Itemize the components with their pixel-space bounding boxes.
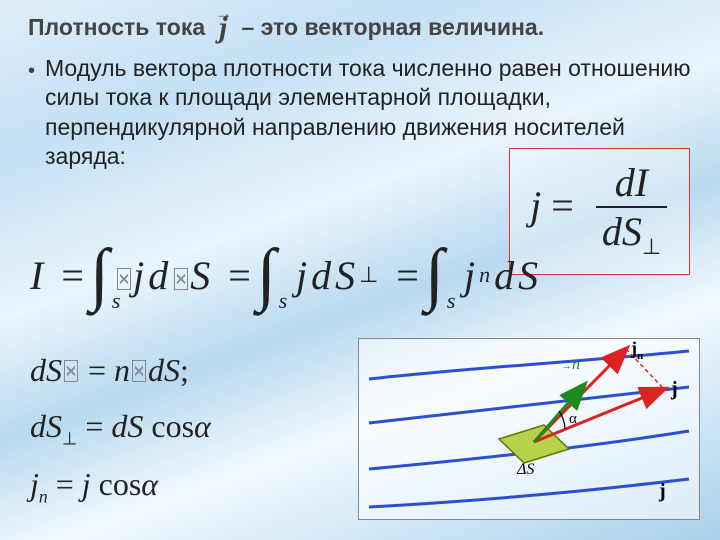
bullet-icon: • [28, 58, 35, 84]
slide: { "header": { "part1": "Плотность тока",… [0, 0, 720, 540]
heading-part1: Плотность тока [28, 14, 205, 42]
svg-text:j: j [670, 378, 678, 400]
svg-text:α: α [569, 411, 577, 427]
svg-text:jn: jn [630, 339, 643, 362]
svg-text:j: j [658, 480, 666, 502]
svg-text:ΔS: ΔS [516, 461, 534, 478]
heading-part2: – это векторная величина. [241, 14, 544, 42]
svg-text:→n: →n [561, 356, 580, 373]
equation-jn: jn = j cosα [30, 466, 158, 507]
equation-dS-perp: dS⊥ = dS cosα [30, 408, 211, 449]
heading: Плотность тока →j – это векторная величи… [28, 10, 692, 46]
current-density-diagram: jn j j →n α ΔS [358, 338, 700, 520]
equation-dS-vector: dS = ndS; [30, 352, 189, 389]
equation-I-integral: I = ∫s jdS = ∫s jdS⊥ = ∫s jndS [30, 240, 538, 310]
j-vector-symbol: →j [217, 10, 229, 46]
